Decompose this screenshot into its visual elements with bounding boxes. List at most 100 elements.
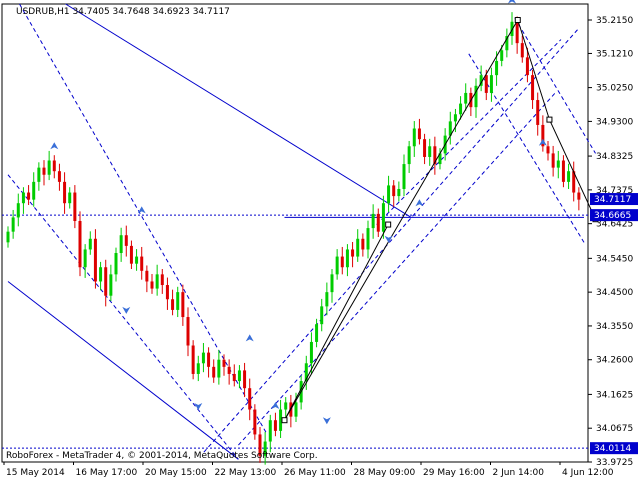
candle [207, 347, 211, 378]
candlesticks [6, 12, 581, 465]
watermark: RoboForex - MetaTrader 4, © 2001-2014, M… [6, 451, 318, 461]
candle [165, 277, 169, 310]
price-tick-label-9: 34.3550 [596, 322, 633, 332]
symbol-header: USDRUB,H1 34.7405 34.7648 34.6923 34.711… [16, 7, 230, 17]
price-tick-label-10: 34.2600 [596, 356, 633, 366]
candle-body [366, 228, 370, 250]
candle [335, 249, 339, 280]
price-tick-label-3: 34.9300 [596, 117, 633, 127]
level-top-text: 34.6665 [594, 211, 631, 221]
candle-body [551, 153, 555, 168]
candle-body [104, 267, 108, 296]
candle-body [93, 238, 97, 282]
channel-line-7 [514, 17, 596, 154]
candle-body [479, 75, 483, 86]
time-tick-label-5: 28 May 09:00 [354, 468, 416, 478]
candle [37, 162, 41, 191]
time-tick-label-7: 2 Jun 14:00 [493, 468, 545, 478]
candle [433, 136, 437, 175]
candle-body [459, 103, 463, 115]
candle [99, 261, 103, 291]
price-tick-label-8: 34.4500 [596, 288, 633, 298]
candle [186, 307, 190, 357]
candle-body [572, 171, 576, 193]
candle-body [356, 238, 360, 257]
candle-body [42, 167, 46, 175]
forecast-line [284, 18, 596, 421]
candle-body [361, 238, 365, 250]
candle-body [464, 92, 468, 104]
candle-body [237, 370, 241, 382]
candle-body [284, 402, 288, 410]
candle-body [88, 238, 92, 250]
candle [63, 172, 67, 214]
candle-body [438, 153, 442, 165]
time-tick-label-2: 20 May 15:00 [145, 468, 207, 478]
candle [135, 249, 139, 271]
arrow-marker-icon [50, 142, 59, 150]
candle-body [186, 317, 190, 346]
candle-body [150, 281, 154, 289]
candle-body [433, 146, 437, 165]
candle [284, 397, 288, 419]
candle-body [176, 292, 180, 310]
price-tick-label-13: 33.9725 [596, 458, 633, 468]
arrow-marker-icon [322, 417, 331, 425]
candle-body [335, 256, 339, 275]
candle-body [392, 185, 396, 197]
candle-body [345, 249, 349, 268]
candle-body [52, 160, 56, 172]
candle [577, 187, 581, 211]
arrow-marker-icon [245, 334, 254, 342]
candle [237, 365, 241, 389]
candle [428, 138, 432, 166]
current-price-label: 34.7117 [590, 193, 638, 206]
arrow-marker-icon [508, 0, 516, 4]
candle [263, 431, 267, 465]
candle-body [541, 124, 545, 147]
candle-body [124, 235, 128, 246]
level-top-bg [590, 209, 638, 222]
candle-body [68, 192, 72, 204]
candle [556, 150, 560, 179]
candle [541, 115, 545, 152]
square-marker-icon [514, 17, 521, 24]
channel-line-6 [376, 39, 562, 225]
candle-body [520, 43, 524, 58]
candle-body [99, 267, 103, 282]
candle [320, 298, 324, 332]
candle [397, 181, 401, 202]
candle-body [165, 285, 169, 300]
price-tick-label-5: 34.7375 [596, 186, 633, 196]
candle-body [505, 36, 509, 51]
candle [572, 161, 576, 202]
candle-body [484, 75, 488, 93]
candle-body [561, 160, 565, 182]
candle [371, 204, 375, 239]
candle-body [109, 274, 113, 296]
time-tick-label-1: 16 May 17:00 [76, 468, 138, 478]
candle-body [32, 181, 36, 200]
level-bottom-text: 34.0114 [594, 444, 631, 454]
square-marker-icon [281, 417, 288, 424]
candle [114, 247, 118, 282]
candle [73, 185, 77, 229]
candle [459, 96, 463, 120]
current-price-bg [590, 193, 638, 206]
candle [196, 355, 200, 382]
candle [551, 145, 555, 177]
arrow-marker-icon [271, 401, 280, 409]
channel-line-4 [203, 28, 579, 453]
candle [222, 354, 226, 376]
candle [124, 225, 128, 257]
candle-body [78, 220, 82, 268]
candle [361, 233, 365, 257]
candle [129, 240, 133, 270]
channel-line-2 [19, 3, 268, 435]
candle-body [546, 146, 550, 154]
level-bottom-label: 34.0114 [590, 442, 638, 455]
candle [109, 264, 113, 302]
candle-body [171, 299, 175, 310]
candle-body [227, 366, 231, 374]
